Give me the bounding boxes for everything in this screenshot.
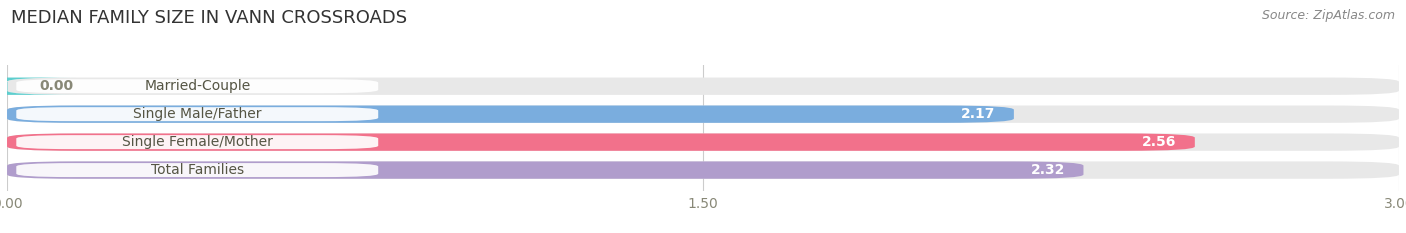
FancyBboxPatch shape (0, 78, 76, 95)
FancyBboxPatch shape (7, 106, 1399, 123)
FancyBboxPatch shape (17, 163, 378, 177)
FancyBboxPatch shape (7, 134, 1195, 151)
FancyBboxPatch shape (7, 134, 1399, 151)
Text: Source: ZipAtlas.com: Source: ZipAtlas.com (1261, 9, 1395, 22)
FancyBboxPatch shape (7, 161, 1399, 179)
Text: 0.00: 0.00 (39, 79, 73, 93)
FancyBboxPatch shape (17, 107, 378, 121)
Text: 2.56: 2.56 (1142, 135, 1177, 149)
Text: MEDIAN FAMILY SIZE IN VANN CROSSROADS: MEDIAN FAMILY SIZE IN VANN CROSSROADS (11, 9, 408, 27)
Text: Total Families: Total Families (150, 163, 243, 177)
FancyBboxPatch shape (7, 78, 1399, 95)
Text: 2.17: 2.17 (960, 107, 995, 121)
FancyBboxPatch shape (17, 79, 378, 93)
Text: 2.32: 2.32 (1031, 163, 1064, 177)
Text: Single Female/Mother: Single Female/Mother (122, 135, 273, 149)
FancyBboxPatch shape (17, 135, 378, 149)
Text: Married-Couple: Married-Couple (145, 79, 250, 93)
FancyBboxPatch shape (7, 106, 1014, 123)
FancyBboxPatch shape (7, 161, 1084, 179)
Text: Single Male/Father: Single Male/Father (134, 107, 262, 121)
